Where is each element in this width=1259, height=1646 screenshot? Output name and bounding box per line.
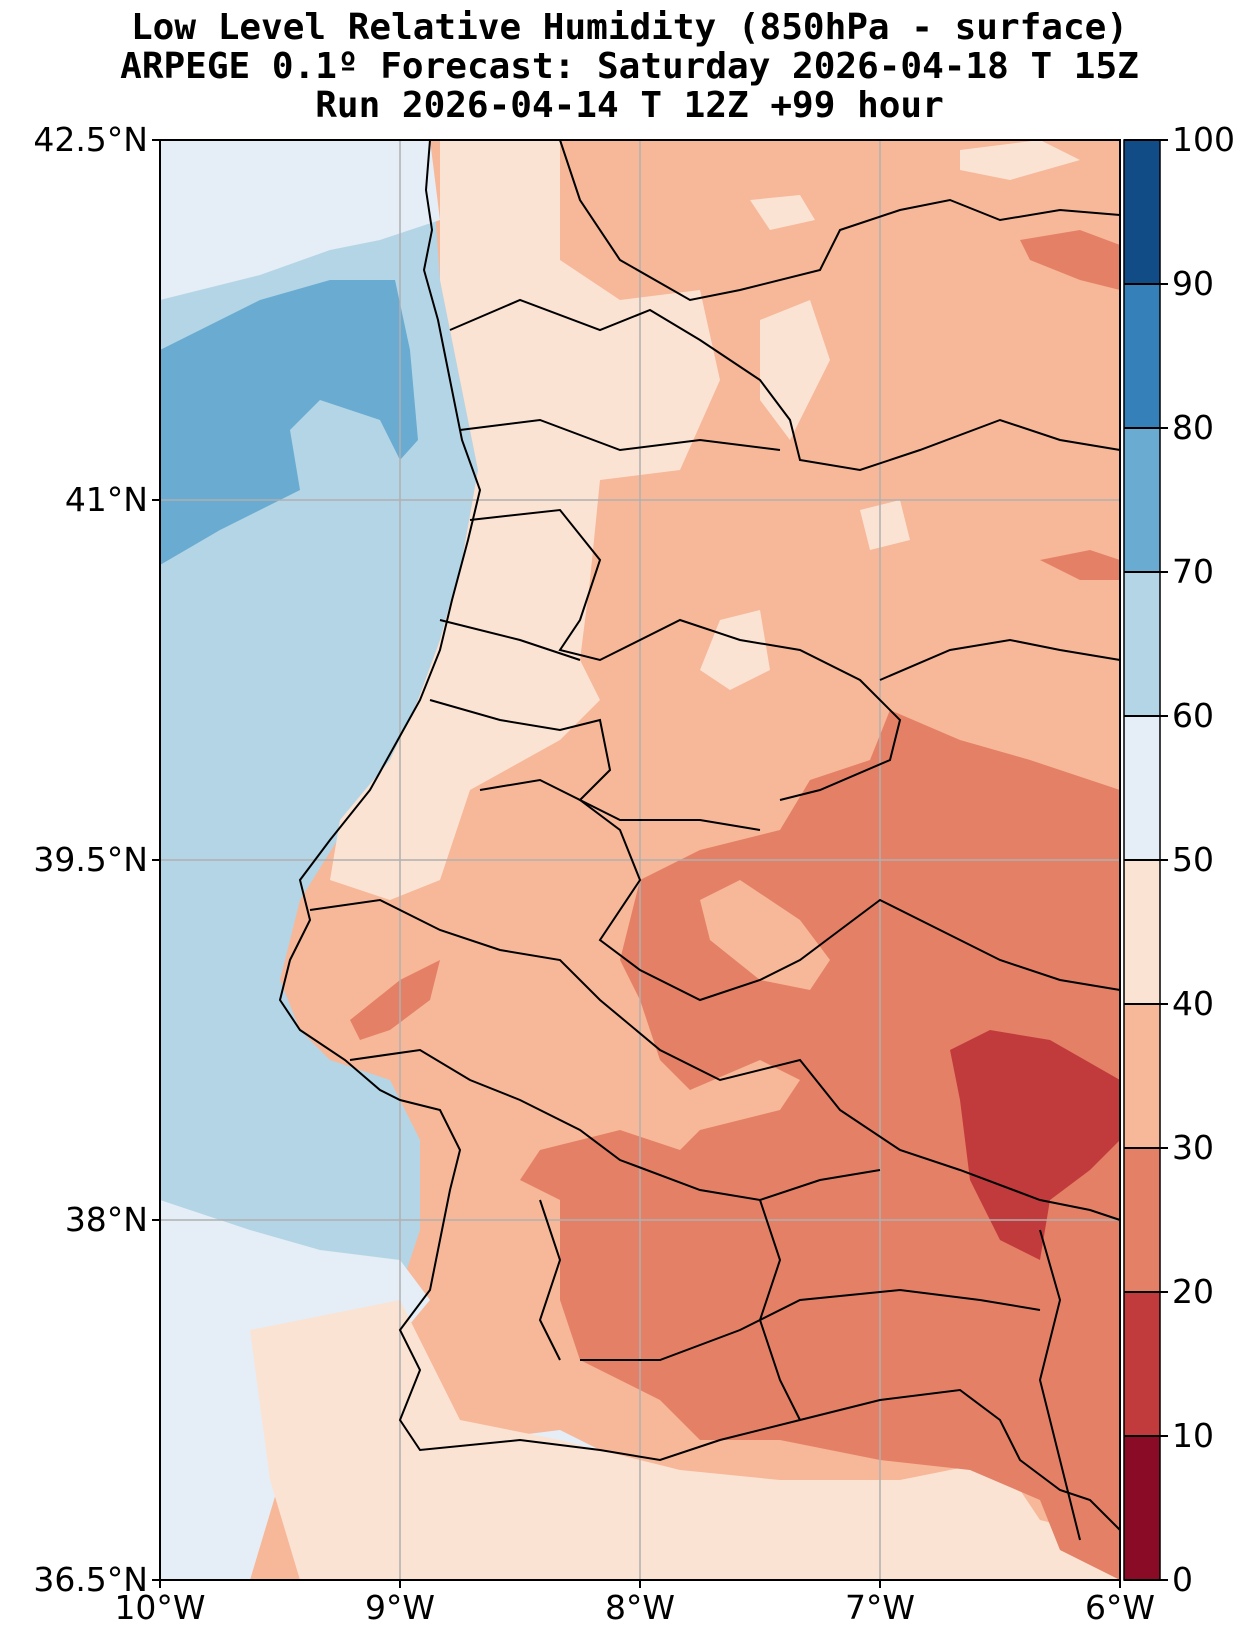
title-line-2: ARPEGE 0.1º Forecast: Saturday 2026-04-1… [120,46,1139,87]
lon-tick-marks [159,1580,1121,1588]
colorbar-tick-label: 100 [1172,120,1235,159]
colorbar-ticks [1124,139,1168,1581]
title-line-1: Low Level Relative Humidity (850hPa - su… [131,7,1128,48]
land-humidity-30-40-inner [700,880,830,990]
border-lines [429,699,761,831]
colorbar-tick-label: 0 [1172,1560,1193,1599]
lat-tick-label: 39.5°N [33,840,148,879]
border-lines [879,638,1121,681]
colorbar-band [1124,140,1160,284]
colorbar-band [1124,572,1160,716]
coast-humidity-50-60-north [160,140,440,300]
lat-tick-label: 38°N [64,1200,148,1239]
land-humidity-20-30-east [1040,550,1120,580]
title-line-3: Run 2026-04-14 T 12Z +99 hour [315,85,944,126]
border-lines [559,139,1121,302]
colorbar-band [1124,428,1160,572]
border-lines [479,778,1121,1002]
coastline [278,139,1121,1531]
colorbar-tick-label: 50 [1172,840,1214,879]
land-humidity-40-50-patch-top [750,195,815,230]
land-humidity-40-50-patch-north [760,300,830,440]
border-lines [469,508,902,801]
lon-tick-label: 7°W [844,1588,916,1627]
border-lines [449,298,1121,472]
land-humidity-40-50-patch-east [860,500,910,550]
lat-tick-marks [152,139,160,1581]
lon-tick-label: 8°W [604,1588,676,1627]
colorbar-tick-label: 30 [1172,1128,1214,1167]
lat-tick-label: 36.5°N [33,1560,148,1599]
lon-tick-label: 10°W [114,1588,206,1627]
land-humidity-20-30-main [520,710,1120,1580]
border-lines [309,898,1121,1221]
sea-humidity-40-50-south [250,1300,1120,1580]
land-humidity-20-30-northeast [1020,230,1120,290]
border-lines [580,1288,1041,1361]
coastline-borders [278,139,1121,1541]
colorbar-tick-label: 20 [1172,1272,1214,1311]
lon-tick-label: 9°W [364,1588,436,1627]
colorbar-band [1124,1292,1160,1436]
colorbar-tick-label: 80 [1172,408,1214,447]
land-humidity-10-20-core [950,1030,1120,1260]
colorbar-band [1124,1436,1160,1580]
lon-tick-label: 6°W [1084,1588,1156,1627]
colorbar-tick-label: 40 [1172,984,1214,1023]
border-lines [459,418,781,452]
ocean-humidity-70-80 [160,280,418,565]
colorbar-tick-label: 10 [1172,1416,1214,1455]
colorbar-tick-label: 70 [1172,552,1214,591]
lat-tick-label: 41°N [64,480,148,519]
colorbar-tick-label: 90 [1172,264,1214,303]
colorbar-band [1124,716,1160,860]
colorbar [1124,140,1160,1580]
land-humidity-40-50-patch-center [700,610,770,690]
colorbar-band [1124,1148,1160,1292]
estuary-humidity-20-30 [350,960,440,1040]
land-humidity-40-50-coastal [330,140,720,900]
border-lines [439,619,581,661]
border-lines [1038,1229,1081,1541]
lat-tick-label: 42.5°N [33,120,148,159]
border-lines [349,1048,881,1202]
colorbar-tick-label: 60 [1172,696,1214,735]
colorbar-band [1124,860,1160,1004]
border-lines [538,1199,562,1361]
map-title: Low Level Relative Humidity (850hPa - su… [0,8,1259,125]
colorbar-band [1124,1004,1160,1148]
land-humidity-40-50-patch-northeast [960,140,1080,180]
colorbar-band [1124,284,1160,428]
